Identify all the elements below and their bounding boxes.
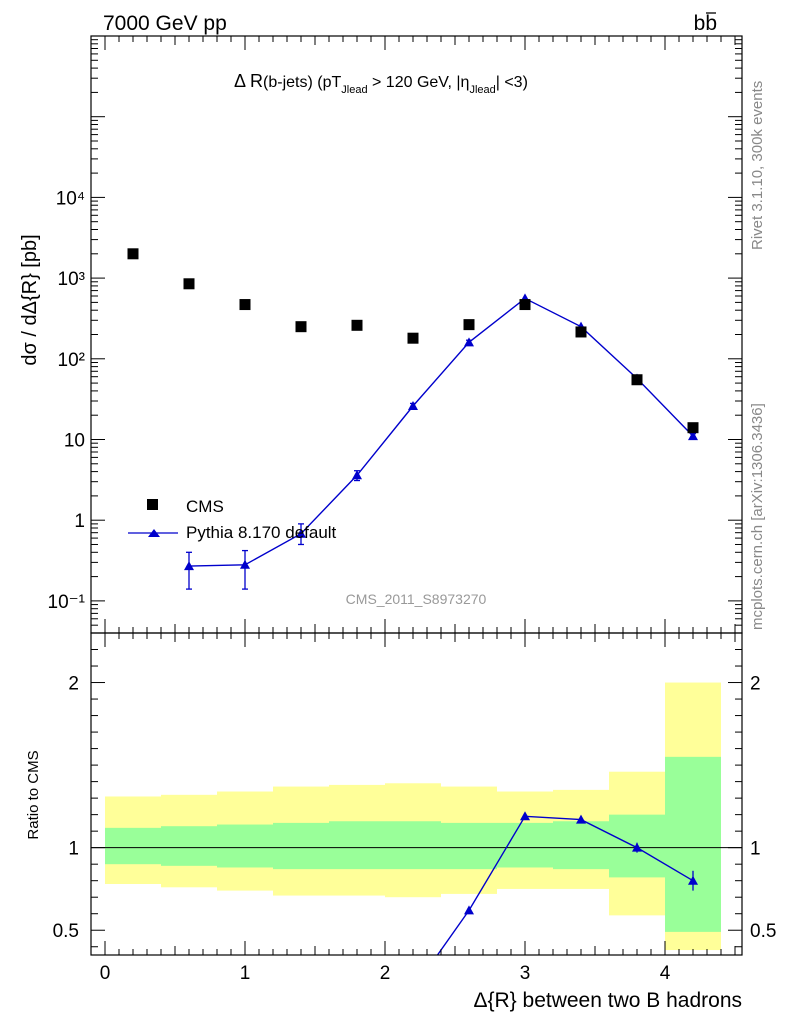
legend-mc-label: Pythia 8.170 default <box>186 523 337 542</box>
band-inner <box>497 822 553 868</box>
x-axis-label: Δ{R} between two B hadrons <box>473 989 742 1012</box>
main-y-tick-label: 10⁴ <box>56 188 85 209</box>
mc-series-points <box>184 293 698 590</box>
legend-cms-marker <box>147 499 158 510</box>
ratio-mc-points <box>464 811 698 915</box>
plot-title: Δ R(b-jets) (pTJlead > 120 GeV, |ηJlead|… <box>234 71 528 96</box>
ratio-panel: 0.5 0.5 1 1 2 2 0 1 2 3 4 Ratio to CMS Δ{R} betwe… <box>25 632 777 1012</box>
band-inner <box>553 821 609 870</box>
ratio-mc-polyline <box>436 815 694 955</box>
legend-cms-label: CMS <box>186 497 224 516</box>
cms-data-point <box>183 278 195 290</box>
x-tick-label: 1 <box>240 963 251 984</box>
mc-point <box>408 401 418 411</box>
cms-data-point <box>295 321 307 333</box>
x-tick-label: 0 <box>100 963 111 984</box>
ratio-y-axis-label: Ratio to CMS <box>25 750 42 839</box>
cms-data-point <box>463 319 475 331</box>
cms-data-point <box>575 326 587 338</box>
cms-data-point <box>519 299 531 311</box>
rivet-label: Rivet 3.1.10, 300k events <box>749 81 766 250</box>
main-y-tick-label: 10² <box>58 350 85 371</box>
ratio-mc-point <box>464 905 474 915</box>
band-inner <box>665 756 721 932</box>
ratio-y-tick-labels: 0.5 0.5 1 1 2 2 <box>53 674 777 943</box>
title-end: | <3) <box>496 74 528 91</box>
x-tick-label: 2 <box>380 963 391 984</box>
title-gt: > 120 GeV, |η <box>368 74 470 91</box>
legend-mc-marker <box>148 529 160 537</box>
mc-point <box>352 470 362 480</box>
ratio-mc-line <box>436 815 694 955</box>
main-y-tick-label: 1 <box>74 511 85 532</box>
legend: CMS Pythia 8.170 default <box>128 497 337 542</box>
mc-series-line <box>188 297 694 567</box>
mc-point <box>184 561 194 571</box>
cms-data-point <box>239 299 251 311</box>
cms-data-point <box>407 332 419 344</box>
ratio-mc-point <box>688 875 698 885</box>
process-label-bbar: b <box>705 12 717 35</box>
main-y-tick-label: 10⁻¹ <box>48 592 86 613</box>
ratio-mc-point <box>576 814 586 824</box>
main-axis-ticks <box>91 35 742 634</box>
ratio-frame <box>90 632 743 956</box>
main-y-axis-label: dσ / dΔ{R} [pb] <box>19 234 41 365</box>
x-tick-labels: 0 1 2 3 4 <box>100 963 671 984</box>
title-bjets: (b-jets) (pT <box>263 74 341 91</box>
mc-point <box>296 528 306 538</box>
ratio-y-tick-label-left: 0.5 <box>53 921 79 942</box>
title-jlead-2: Jlead <box>469 84 495 96</box>
main-y-tick-label: 10³ <box>58 269 85 290</box>
ratio-y-tick-label-right: 1 <box>750 839 761 860</box>
band-inner <box>329 821 385 870</box>
main-y-tick-label: 10 <box>64 430 85 451</box>
collision-label: 7000 GeV pp <box>103 12 227 35</box>
mc-point <box>464 337 474 347</box>
title-jlead-1: Jlead <box>341 84 367 96</box>
mc-point <box>240 559 250 569</box>
band-inner <box>161 826 217 866</box>
mc-point <box>688 431 698 441</box>
ratio-y-tick-label-left: 1 <box>68 839 79 860</box>
x-tick-label: 4 <box>660 963 671 984</box>
ratio-mc-point <box>520 811 530 821</box>
cms-data-point <box>127 248 139 260</box>
cms-data-point <box>687 422 699 434</box>
band-inner <box>217 824 273 868</box>
ratio-axis-ticks <box>91 633 742 955</box>
band-inner <box>441 822 497 870</box>
band-inner <box>105 827 161 865</box>
ratio-mc-point <box>632 842 642 852</box>
main-y-tick-labels: 10⁻¹ 1 10 10² 10³ 10⁴ <box>48 188 86 612</box>
mcplots-label: mcplots.cern.ch [arXiv:1306.3436] <box>749 403 766 630</box>
ratio-y-tick-label-left: 2 <box>68 674 79 695</box>
cms-data-point <box>631 374 643 386</box>
band-inner <box>385 821 441 870</box>
analysis-watermark: CMS_2011_S8973270 <box>346 591 487 607</box>
ratio-y-tick-label-right: 2 <box>750 674 761 695</box>
ratio-uncertainty-bands <box>105 682 721 951</box>
band-inner <box>273 822 329 870</box>
ratio-y-tick-label-right: 0.5 <box>750 921 776 942</box>
data-series-points <box>127 248 699 434</box>
x-tick-label: 3 <box>520 963 531 984</box>
mc-polyline <box>188 297 694 567</box>
title-delta: Δ R <box>234 71 263 91</box>
process-label-b: b <box>694 12 706 35</box>
process-label: bb <box>694 12 717 35</box>
cms-data-point <box>351 319 363 331</box>
